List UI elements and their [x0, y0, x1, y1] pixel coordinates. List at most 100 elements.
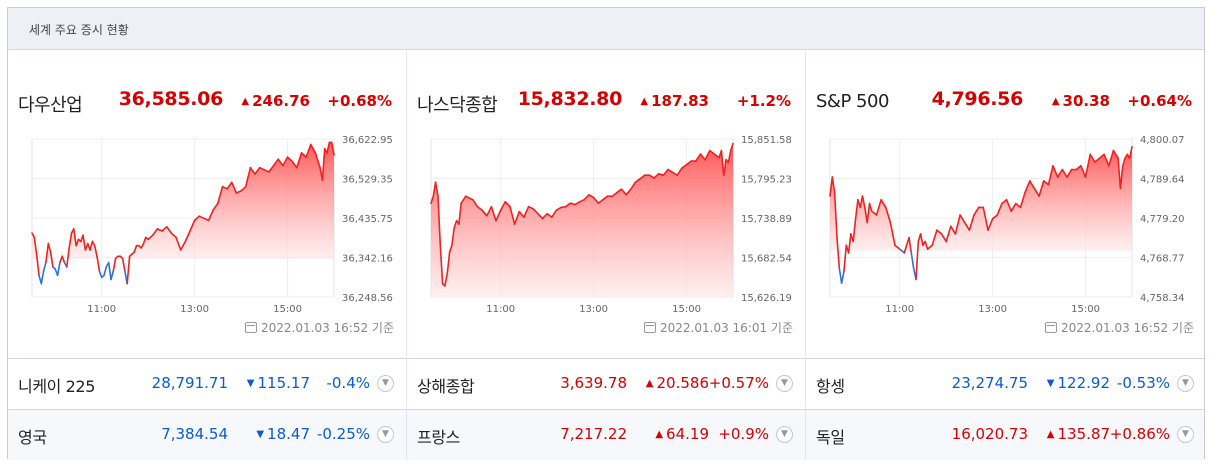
series-line-segment: [277, 158, 284, 167]
series-line-segment: [458, 202, 463, 225]
chevron-down-icon[interactable]: ▼: [776, 375, 793, 392]
series-line-segment: [35, 253, 40, 277]
index-cell-france[interactable]: 프랑스 7,217.22 ▲ 64.19 +0.9% ▼: [407, 410, 806, 460]
panel-sp500[interactable]: S&P 500 4,796.56 ▲ 30.38 +0.64% 4,800.07 4…: [806, 51, 1206, 356]
series-line-segment: [179, 240, 187, 251]
chevron-down-icon[interactable]: ▼: [377, 375, 394, 392]
index-cell-nikkei[interactable]: 니케이 225 28,791.71 ▼ 115.17 -0.4% ▼: [8, 359, 407, 407]
series-line-segment: [495, 209, 502, 222]
index-name[interactable]: 영국: [18, 428, 47, 447]
series-line-segment: [616, 188, 623, 194]
series-line-segment: [314, 152, 321, 169]
series-line-segment: [68, 232, 73, 249]
series-line-segment: [829, 176, 834, 197]
series-line-segment: [843, 244, 848, 273]
series-line-segment: [321, 147, 326, 182]
index-value: 16,020.73: [951, 425, 1028, 443]
series-line-segment: [96, 255, 101, 272]
index-name[interactable]: 다우산업: [18, 95, 83, 116]
index-name[interactable]: 상해종합: [417, 377, 475, 396]
series-line-segment: [49, 251, 54, 268]
index-cell-germany[interactable]: 독일 16,020.73 ▲ 135.87 +0.86% ▼: [806, 410, 1206, 460]
series-line-segment: [142, 236, 147, 245]
series-line-segment: [968, 214, 975, 231]
series-line-segment: [694, 153, 702, 162]
series-line-segment: [272, 158, 280, 167]
chevron-down-icon[interactable]: ▼: [776, 426, 793, 443]
index-value: 7,384.54: [161, 425, 228, 443]
series-line-segment: [42, 261, 47, 272]
series-line-segment: [476, 205, 483, 211]
series-line-segment: [1080, 165, 1087, 178]
series-line-segment: [1066, 168, 1073, 178]
series-line-segment: [207, 209, 214, 222]
series-line-segment: [1019, 191, 1026, 209]
series-line-segment: [982, 206, 989, 231]
y-tick-label: 4,758.34: [1140, 293, 1185, 304]
index-percent: -0.53%: [1116, 374, 1170, 392]
series-line-segment: [954, 214, 961, 235]
series-line-segment: [931, 229, 938, 247]
area-fill: [431, 143, 733, 297]
index-value: 23,274.75: [951, 374, 1028, 392]
index-name[interactable]: 독일: [816, 428, 845, 447]
series-line-segment: [1042, 180, 1050, 186]
series-line-segment: [919, 233, 924, 247]
series-line-segment: [569, 202, 576, 206]
series-line-segment: [1128, 146, 1133, 159]
chevron-down-icon[interactable]: ▼: [1177, 426, 1194, 443]
chevron-down-icon[interactable]: ▼: [377, 426, 394, 443]
intraday-chart-nasdaq: 15,851.58 15,795.23 15,738.89 15,682.54 15,6…: [430, 135, 792, 315]
triangle-up-icon: ▲: [1046, 429, 1055, 440]
widget-title: 세계 주요 증시 현황: [29, 23, 129, 37]
series-line-segment: [903, 236, 910, 254]
series-line-segment: [121, 257, 126, 272]
series-line-segment: [309, 143, 317, 154]
index-name[interactable]: 나스닥종합: [417, 95, 498, 116]
series-line-segment: [1119, 165, 1124, 190]
index-cell-shanghai[interactable]: 상해종합 3,639.78 ▲ 20.586 +0.57% ▼: [407, 359, 806, 407]
series-line-segment: [513, 210, 521, 225]
series-line-segment: [910, 252, 915, 269]
series-line-segment: [437, 195, 442, 247]
index-name[interactable]: 프랑스: [417, 428, 460, 447]
series-line-segment: [973, 206, 980, 216]
series-line-segment: [439, 244, 444, 285]
index-cell-hangseng[interactable]: 항셍 23,274.75 ▼ 122.92 -0.53% ▼: [806, 359, 1206, 407]
series-line-segment: [840, 271, 845, 284]
series-line-segment: [189, 219, 196, 232]
series-line-segment: [852, 218, 857, 243]
panel-nasdaq[interactable]: 나스닥종합 15,832.80 ▲ 187.83 +1.2% 15,851.58 1…: [407, 51, 806, 356]
series-line-segment: [685, 160, 693, 166]
series-line-segment: [147, 234, 154, 241]
series-line-segment: [1029, 180, 1036, 190]
series-line-segment: [713, 153, 720, 159]
series-line-segment: [268, 164, 275, 173]
index-name[interactable]: 항셍: [816, 377, 845, 396]
series-line-segment: [33, 236, 38, 255]
series-line-segment: [1038, 180, 1045, 197]
series-line-segment: [305, 143, 312, 158]
chevron-down-icon[interactable]: ▼: [1177, 375, 1194, 392]
index-row-1: 니케이 225 28,791.71 ▼ 115.17 -0.4% ▼ 상해종합 3…: [8, 358, 1204, 407]
index-name[interactable]: 니케이 225: [18, 377, 95, 396]
series-line-segment: [430, 195, 435, 204]
panel-dow[interactable]: 다우산업 36,585.06 ▲ 246.76 +0.68% 36,622.95 3…: [8, 51, 407, 356]
x-tick-label: 13:00: [978, 304, 1007, 315]
index-cell-uk[interactable]: 영국 7,384.54 ▼ 18.47 -0.25% ▼: [8, 410, 407, 460]
series-line-segment: [1089, 153, 1096, 163]
series-line-segment: [499, 201, 507, 211]
series-line-segment: [838, 267, 843, 284]
series-line-segment: [446, 251, 451, 275]
triangle-down-icon: ▼: [1046, 378, 1055, 389]
series-line-segment: [648, 174, 655, 179]
series-line-segment: [667, 168, 674, 174]
series-line-segment: [235, 190, 242, 194]
series-line-segment: [662, 168, 669, 176]
series-line-segment: [588, 194, 595, 199]
index-change: ▼ 18.47: [256, 425, 310, 443]
timestamp: 2022.01.03 16:52 기준: [1045, 319, 1194, 336]
series-line-segment: [1117, 157, 1122, 190]
index-name[interactable]: S&P 500: [816, 91, 889, 112]
series-line-segment: [1121, 157, 1126, 167]
